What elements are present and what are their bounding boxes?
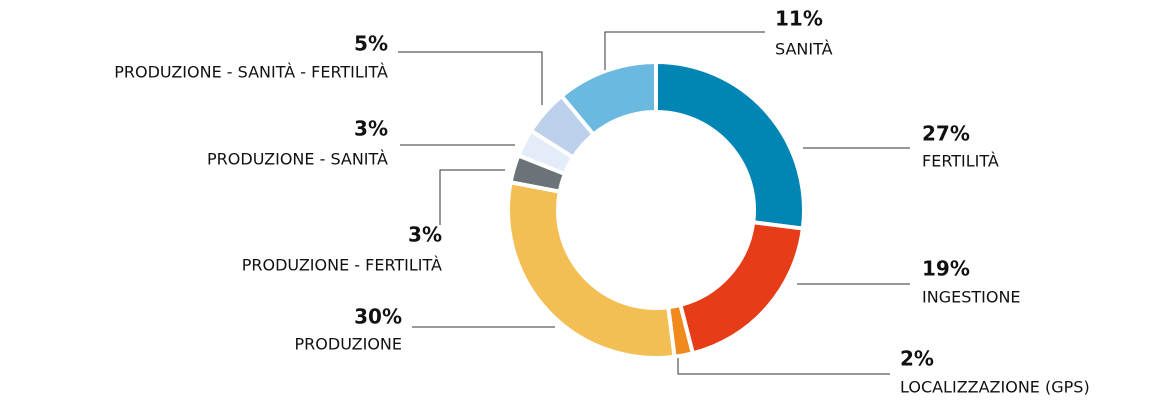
category-label: PRODUZIONE - SANITÀ [207,150,388,169]
category-label: PRODUZIONE - SANITÀ - FERTILITÀ [114,63,388,82]
value-label: 19% [922,257,970,281]
value-label: 30% [354,305,402,329]
category-label: FERTILITÀ [922,152,999,171]
category-label: LOCALIZZAZIONE (GPS) [900,378,1090,397]
donut-slice [654,59,806,231]
category-label: PRODUZIONE - FERTILITÀ [242,256,442,275]
value-label: 11% [775,7,823,31]
value-label: 2% [900,347,934,371]
category-label: PRODUZIONE [295,335,402,354]
leader-line [439,169,505,225]
leader-line [604,31,765,70]
value-label: 3% [354,117,388,141]
category-label: INGESTIONE [922,288,1021,307]
donut-slice [677,220,806,356]
value-label: 3% [408,223,442,247]
leader-line [398,51,543,105]
value-label: 5% [354,32,388,56]
category-label: SANITÀ [775,40,833,59]
value-label: 27% [922,122,970,146]
donut-slice [506,179,677,360]
donut-slice [558,59,658,138]
leader-line [677,358,890,375]
